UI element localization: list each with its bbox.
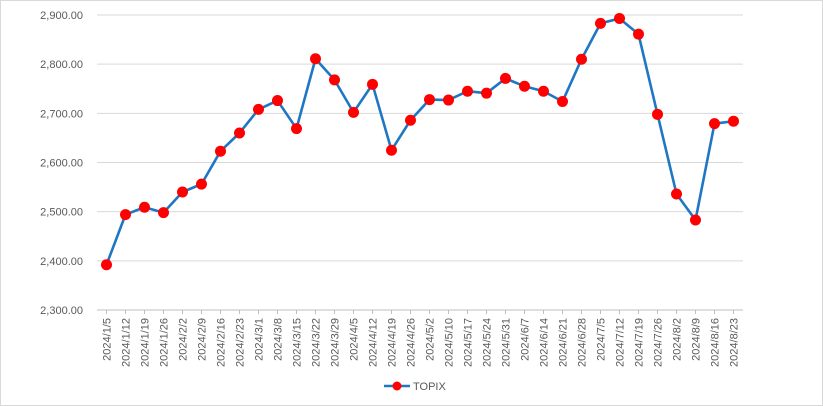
- x-tick-label: 2024/1/26: [159, 318, 171, 367]
- data-point-marker: [576, 53, 587, 65]
- x-tick-label: 2024/5/24: [482, 318, 494, 367]
- data-point-marker: [158, 207, 169, 219]
- x-tick-label: 2024/5/31: [501, 318, 513, 367]
- x-tick-label: 2024/7/26: [653, 318, 665, 367]
- data-point-marker: [215, 145, 226, 157]
- data-point-marker: [652, 108, 663, 120]
- x-tick-label: 2024/4/5: [349, 318, 361, 361]
- data-point-marker: [671, 188, 682, 200]
- data-point-marker: [101, 259, 112, 271]
- x-tick-label: 2024/5/2: [425, 318, 437, 361]
- y-tick-label: 2,800.00: [40, 59, 83, 71]
- data-point-marker: [234, 127, 245, 139]
- x-tick-label: 2024/7/19: [634, 318, 646, 367]
- x-tick-label: 2024/8/9: [691, 318, 703, 361]
- series-topix: [101, 12, 739, 271]
- data-point-marker: [120, 209, 131, 221]
- x-tick-label: 2024/7/5: [596, 318, 608, 361]
- x-tick-label: 2024/6/14: [539, 318, 551, 367]
- gridlines: [97, 14, 743, 311]
- x-tick-label: 2024/1/19: [140, 318, 152, 367]
- data-point-marker: [310, 53, 321, 65]
- data-point-marker: [500, 72, 511, 84]
- data-point-marker: [443, 94, 454, 106]
- legend-label: TOPIX: [413, 381, 446, 393]
- x-tick-label: 2024/3/22: [311, 318, 323, 367]
- data-point-marker: [291, 123, 302, 135]
- data-point-marker: [519, 80, 530, 92]
- data-point-marker: [709, 118, 720, 130]
- data-point-marker: [177, 186, 188, 198]
- data-point-marker: [367, 78, 378, 90]
- y-tick-label: 2,500.00: [40, 207, 83, 219]
- x-tick-label: 2024/1/5: [102, 318, 114, 361]
- data-point-marker: [728, 115, 739, 127]
- x-tick-label: 2024/2/16: [216, 318, 228, 367]
- x-tick-label: 2024/5/17: [463, 318, 475, 367]
- data-point-marker: [614, 12, 625, 24]
- x-tick-label: 2024/6/7: [520, 318, 532, 361]
- data-point-marker: [557, 96, 568, 108]
- x-tick-label: 2024/2/9: [197, 318, 209, 361]
- data-point-marker: [690, 214, 701, 226]
- x-tick-label: 2024/4/19: [387, 318, 399, 367]
- y-tick-label: 2,900.00: [40, 10, 83, 22]
- data-point-marker: [405, 114, 416, 126]
- data-point-marker: [196, 178, 207, 190]
- x-tick-label: 2024/8/2: [672, 318, 684, 361]
- data-point-marker: [253, 103, 264, 115]
- y-tick-label: 2,600.00: [40, 158, 83, 170]
- y-tick-label: 2,400.00: [40, 256, 83, 268]
- x-axis-tick-labels: 2024/1/5 2024/1/12 2024/1/19 2024/1/26 2024/…: [102, 310, 741, 367]
- legend-marker-swatch: [392, 381, 402, 391]
- x-tick-label: 2024/2/23: [235, 318, 247, 367]
- series-line-topix: [105, 17, 734, 266]
- data-point-marker: [272, 95, 283, 107]
- x-tick-label: 2024/2/2: [178, 318, 190, 361]
- data-point-marker: [595, 17, 606, 29]
- x-tick-label: 2024/1/12: [121, 318, 133, 367]
- data-point-marker: [386, 144, 397, 156]
- data-point-marker: [481, 87, 492, 99]
- data-point-marker: [462, 85, 473, 97]
- data-point-marker: [538, 85, 549, 97]
- x-tick-label: 2024/3/8: [273, 318, 285, 361]
- x-tick-label: 2024/8/23: [729, 318, 741, 367]
- legend: TOPIX: [384, 381, 446, 393]
- x-tick-label: 2024/7/12: [615, 318, 627, 367]
- x-tick-label: 2024/6/28: [577, 318, 589, 367]
- x-tick-label: 2024/4/12: [368, 318, 380, 367]
- data-point-marker: [348, 106, 359, 118]
- x-tick-label: 2024/4/26: [406, 318, 418, 367]
- x-tick-label: 2024/6/21: [558, 318, 570, 367]
- data-point-marker: [424, 94, 435, 106]
- data-point-marker: [139, 201, 150, 213]
- y-axis-tick-labels: 2,300.00 2,400.00 2,500.00 2,600.00 2,700.00…: [40, 10, 83, 317]
- x-tick-label: 2024/3/15: [292, 318, 304, 367]
- x-tick-label: 2024/3/1: [254, 318, 266, 361]
- y-tick-label: 2,300.00: [40, 305, 83, 317]
- y-tick-label: 2,700.00: [40, 108, 83, 120]
- x-tick-label: 2024/8/16: [710, 318, 722, 367]
- x-tick-label: 2024/5/10: [444, 318, 456, 367]
- data-point-marker: [633, 28, 644, 40]
- data-point-marker: [329, 74, 340, 86]
- x-tick-label: 2024/3/29: [330, 318, 342, 367]
